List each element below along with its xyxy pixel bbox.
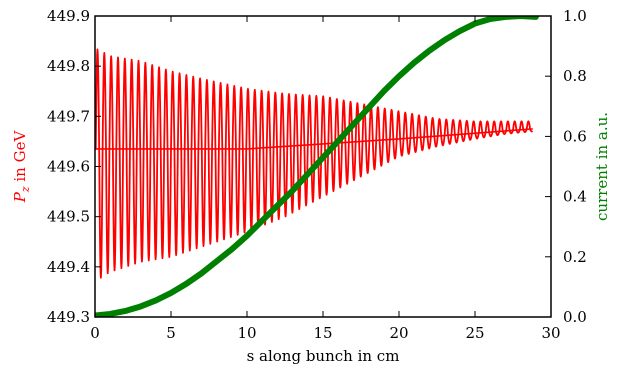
left-axis-title-subscript: z bbox=[19, 186, 32, 193]
y-right-tick-label: 1.0 bbox=[563, 7, 587, 25]
ticks-layer: 0 5 10 15 20 25 30 449.3 449.4 449.5 449.6 449.7 449… bbox=[47, 7, 587, 342]
left-axis-title-suffix: in GeV bbox=[11, 130, 29, 187]
y-right-tick-label: 0.2 bbox=[563, 248, 587, 266]
x-tick-label: 5 bbox=[166, 324, 176, 342]
momentum-center-line bbox=[95, 128, 533, 150]
x-tick-label: 30 bbox=[541, 324, 560, 342]
x-tick-label: 0 bbox=[90, 324, 100, 342]
y-left-tick-label: 449.7 bbox=[47, 107, 90, 125]
x-tick-label: 15 bbox=[313, 324, 332, 342]
y-left-tick-label: 449.6 bbox=[47, 158, 90, 176]
y-left-tick-label: 449.3 bbox=[47, 308, 90, 326]
y-right-tick-label: 0.6 bbox=[563, 127, 587, 145]
y-left-tick-label: 449.8 bbox=[47, 57, 90, 75]
x-tick-label: 10 bbox=[237, 324, 256, 342]
x-tick-label: 25 bbox=[465, 324, 484, 342]
series-layer bbox=[94, 16, 539, 317]
y-right-tick-label: 0.0 bbox=[563, 308, 587, 326]
y-left-tick-label: 449.5 bbox=[47, 208, 90, 226]
x-tick-label: 20 bbox=[389, 324, 408, 342]
x-axis-title: s along bunch in cm bbox=[247, 347, 400, 365]
y-left-tick-label: 449.9 bbox=[47, 7, 90, 25]
y-right-tick-label: 0.4 bbox=[563, 188, 587, 206]
left-axis-title-symbol: P bbox=[11, 191, 29, 203]
y-right-tick-label: 0.8 bbox=[563, 67, 587, 85]
right-axis-title: current in a.u. bbox=[593, 112, 611, 221]
current-series-line bbox=[95, 16, 539, 317]
left-axis-title: Pz in GeV bbox=[11, 130, 32, 204]
y-left-tick-label: 449.4 bbox=[47, 258, 90, 276]
